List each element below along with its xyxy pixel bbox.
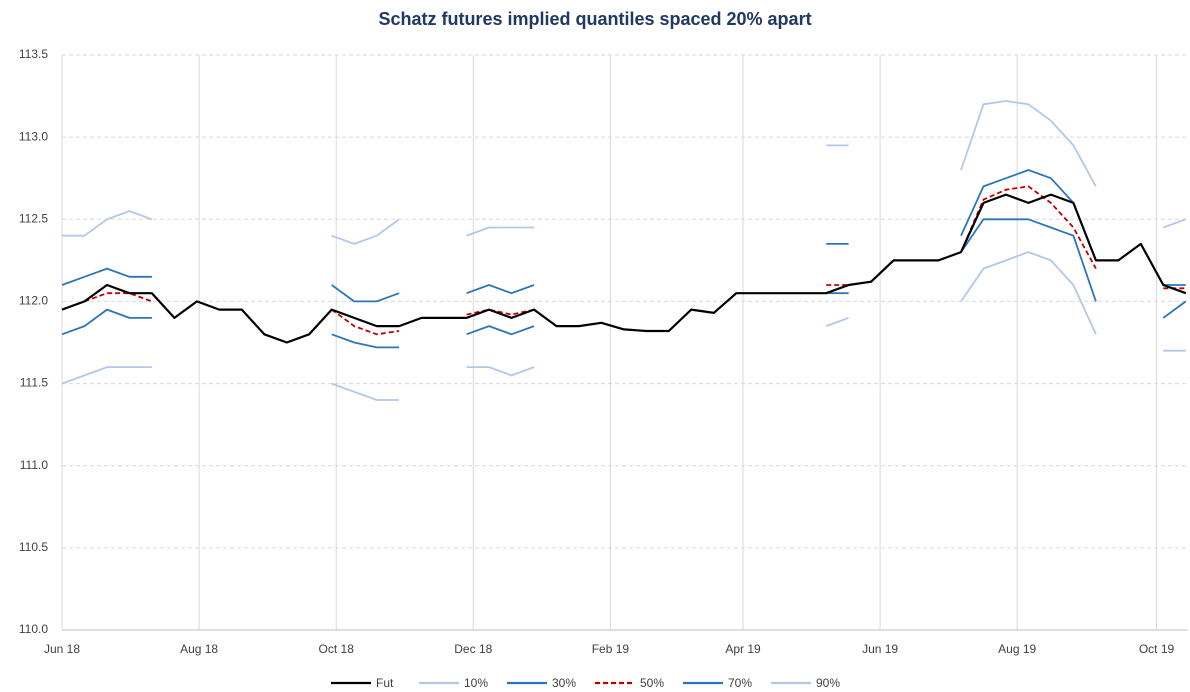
y-tick-label: 112.5	[19, 211, 48, 225]
series-line	[61, 193, 1187, 344]
y-tick-label: 111.5	[20, 376, 49, 390]
x-tick-label: Feb 19	[592, 642, 630, 656]
legend-label: 90%	[816, 676, 840, 690]
y-tick-label: 112.0	[19, 294, 48, 308]
x-tick-label: Aug 18	[180, 642, 218, 656]
x-tick-label: Dec 18	[454, 642, 492, 656]
y-tick-label: 113.0	[19, 129, 48, 143]
y-tick-label: 110.5	[19, 540, 48, 554]
y-tick-label: 111.0	[20, 458, 49, 472]
legend-label: Fut	[376, 676, 394, 690]
legend-label: 70%	[728, 676, 752, 690]
x-tick-label: Oct 18	[319, 642, 355, 656]
series-line	[61, 169, 1186, 303]
x-tick-label: Aug 19	[998, 642, 1036, 656]
legend-label: 50%	[640, 676, 664, 690]
x-tick-label: Jun 19	[862, 642, 898, 656]
y-tick-label: 110.0	[19, 622, 48, 636]
chart-title: Schatz futures implied quantiles spaced …	[378, 9, 811, 29]
series-line	[61, 185, 1186, 336]
x-tick-label: Apr 19	[725, 642, 761, 656]
legend-label: 30%	[552, 676, 576, 690]
x-tick-label: Oct 19	[1139, 642, 1175, 656]
series-line	[61, 251, 1186, 401]
y-tick-label: 113.5	[19, 47, 48, 61]
x-tick-label: Jun 18	[44, 642, 80, 656]
legend-label: 10%	[464, 676, 488, 690]
series-line	[61, 218, 1187, 349]
series-line	[62, 100, 1187, 245]
